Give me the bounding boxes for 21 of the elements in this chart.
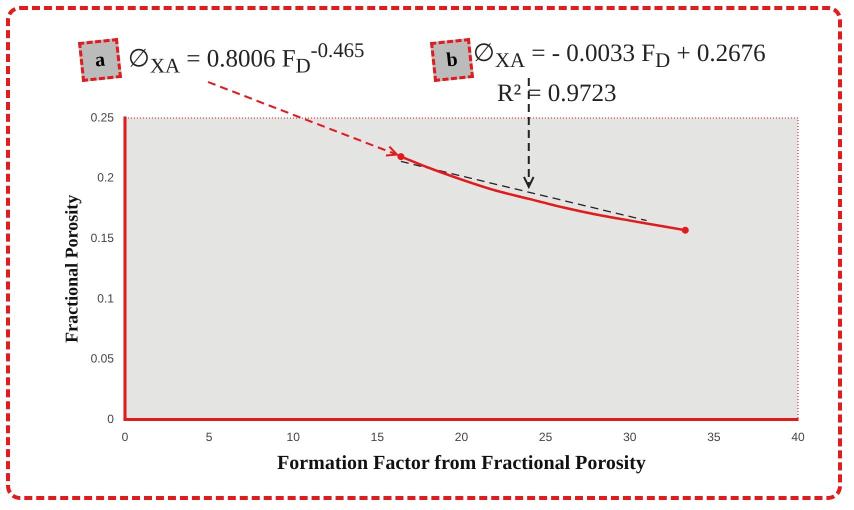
x-tick-label: 35 <box>707 430 721 444</box>
x-tick-label: 15 <box>370 430 384 444</box>
label-box: a <box>78 38 122 82</box>
x-tick-label: 30 <box>623 430 637 444</box>
x-tick-label: 5 <box>206 430 213 444</box>
x-tick-label: 10 <box>286 430 300 444</box>
y-tick-label: 0.25 <box>90 110 114 124</box>
label-box: b <box>430 38 474 82</box>
y-tick-label: 0.1 <box>97 291 114 306</box>
x-tick-label: 25 <box>538 430 553 444</box>
y-axis-title: Fractional Porosity <box>61 194 82 343</box>
x-tick-label: 0 <box>122 430 129 444</box>
x-axis-title: Formation Factor from Fractional Porosity <box>277 452 646 474</box>
y-tick-label: 0 <box>107 412 114 426</box>
y-tick-label: 0.15 <box>90 230 114 245</box>
y-tick-label: 0.2 <box>97 170 114 185</box>
annotation: ∅$_{XA}$ = - 0.0033 F$_{D}$ + 0.2676 <box>473 39 766 73</box>
text: R² = 0.9723 <box>497 80 617 108</box>
x-tick-label: 40 <box>791 430 805 444</box>
x-tick-label: 20 <box>454 430 468 444</box>
y-tick-label: 0.05 <box>90 352 114 366</box>
